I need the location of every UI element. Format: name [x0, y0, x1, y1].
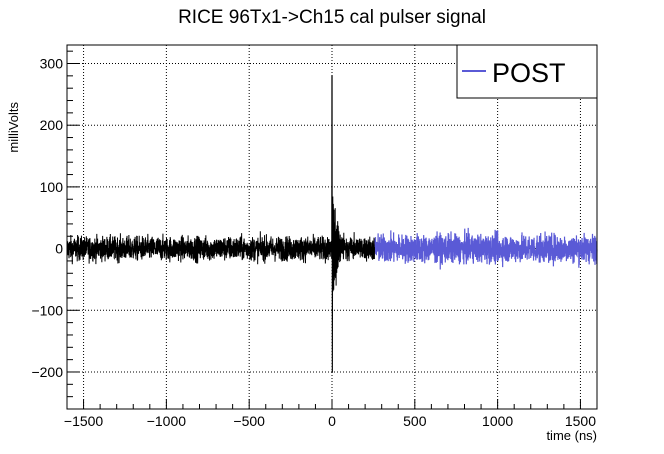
legend-label-post: POST — [492, 58, 566, 88]
x-axis-label: time (ns) — [546, 428, 597, 443]
y-axis-label: milliVolts — [6, 102, 21, 153]
y-tick-label: 0 — [55, 241, 63, 257]
y-tick-label: −200 — [31, 364, 63, 380]
x-tick-label: −1000 — [147, 413, 187, 429]
x-tick-labels: −1500 −1000 −500 0 500 1000 1500 — [64, 413, 596, 429]
y-tick-label: 300 — [40, 56, 64, 72]
series-signal-line — [66, 75, 376, 373]
series-layer — [66, 75, 598, 373]
y-tick-label: 100 — [40, 179, 64, 195]
x-tick-label: −1500 — [64, 413, 104, 429]
y-tick-labels: −200 −100 0 100 200 300 — [31, 56, 63, 380]
x-tick-label: −500 — [233, 413, 265, 429]
x-tick-label: 500 — [403, 413, 427, 429]
y-tick-label: −100 — [31, 302, 63, 318]
x-tick-label: 1500 — [565, 413, 596, 429]
x-tick-label: 0 — [328, 413, 336, 429]
x-tick-label: 1000 — [482, 413, 513, 429]
chart-title: RICE 96Tx1->Ch15 cal pulser signal — [178, 7, 486, 28]
series-post-line — [374, 227, 598, 270]
y-tick-label: 200 — [40, 117, 64, 133]
axis-ticks — [66, 50, 598, 410]
legend: POST — [456, 44, 598, 99]
